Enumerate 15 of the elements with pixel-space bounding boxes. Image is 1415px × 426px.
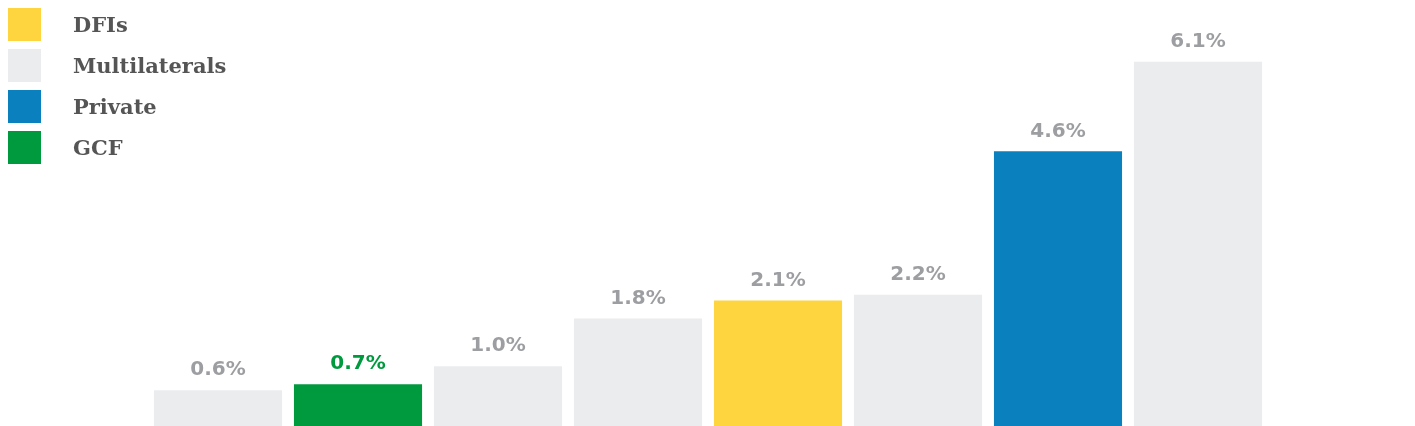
legend-label: Multilaterals <box>73 53 227 78</box>
bar <box>713 300 843 426</box>
bar <box>993 151 1123 426</box>
data-label: 2.2% <box>890 260 946 285</box>
data-label: 1.8% <box>610 284 666 309</box>
data-label: 1.0% <box>470 332 526 357</box>
data-label: 6.1% <box>1170 27 1226 52</box>
bar <box>293 384 423 426</box>
data-label: 0.6% <box>190 356 246 381</box>
data-label: 2.1% <box>750 266 806 291</box>
legend-label: GCF <box>73 135 123 160</box>
data-label: 0.7% <box>330 350 386 375</box>
legend-label: DFIs <box>73 12 128 37</box>
data-label: 4.6% <box>1030 117 1086 142</box>
legend-label: Private <box>73 94 157 119</box>
